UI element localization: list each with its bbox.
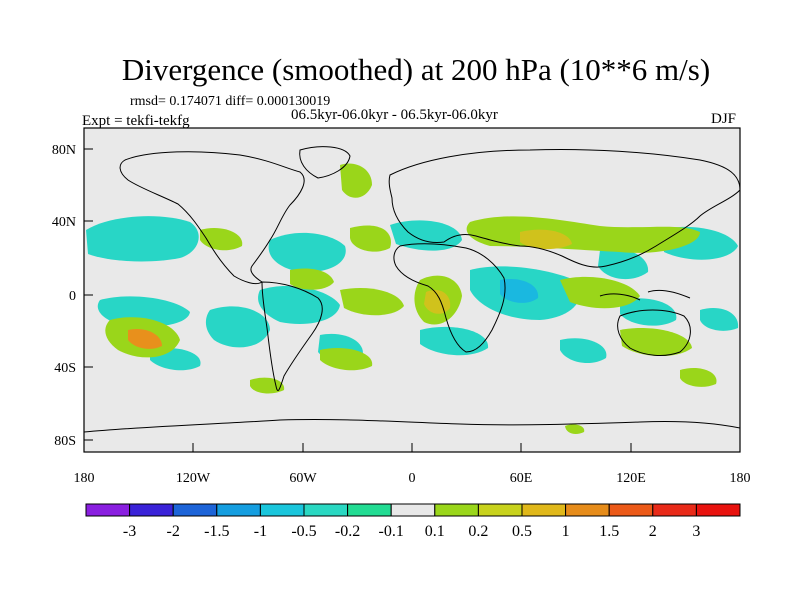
- colorbar-swatch: [85, 503, 131, 517]
- y-tick-label: 40S: [54, 361, 76, 376]
- map-background: [84, 128, 740, 452]
- colorbar-swatch: [216, 503, 261, 517]
- colorbar-swatch: [695, 503, 741, 517]
- neg-region: [700, 308, 739, 331]
- pos-region: [424, 289, 451, 314]
- x-tick-label: 0: [409, 471, 416, 486]
- neg-region: [560, 338, 607, 364]
- colorbar-label: -0.5: [291, 523, 316, 540]
- x-axis-ticks: [83, 443, 741, 452]
- colorbar-label: 3: [692, 523, 700, 540]
- season-label: DJF: [711, 111, 737, 127]
- colorbar-swatch: [390, 503, 436, 517]
- pos-region: [200, 227, 243, 251]
- colorbar-labels: -3 -2 -1.5 -1 -0.5 -0.2 -0.1 0.1 0.2 0.5 1 1.5 2 3: [123, 523, 700, 540]
- greenland-outline: [299, 146, 351, 179]
- colorbar-swatch: [608, 503, 654, 517]
- x-tick-label: 180: [74, 471, 95, 486]
- x-tick-label: 180: [730, 471, 751, 486]
- africa-outline: [393, 243, 506, 353]
- colorbar-label: 2: [649, 523, 657, 540]
- colorbar-label: -3: [123, 523, 136, 540]
- colorbar-label: -1: [254, 523, 267, 540]
- colorbar-swatch: [652, 503, 697, 517]
- pos-region: [680, 367, 717, 387]
- colorbar: [85, 503, 741, 517]
- pos-region: [250, 377, 285, 394]
- colorbar-swatch: [303, 503, 349, 517]
- y-axis-ticks: [84, 148, 93, 441]
- divergence-field: [86, 163, 739, 434]
- y-tick-label: 80N: [52, 143, 76, 158]
- neg-region: [620, 298, 677, 326]
- north-america-outline: [119, 151, 305, 285]
- y-tick-label: 0: [69, 289, 76, 304]
- colorbar-swatch: [477, 503, 523, 517]
- experiment-label: Expt = tekfi-tekfg: [82, 113, 190, 129]
- colorbar-label: 1.5: [599, 523, 619, 540]
- y-tick-label: 80S: [54, 434, 76, 449]
- colorbar-label: 0.2: [468, 523, 488, 540]
- pos-region: [128, 328, 162, 349]
- colorbar-label: -0.1: [379, 523, 404, 540]
- y-axis-labels: 80N 40N 0 40S 80S: [52, 143, 76, 449]
- coastlines: [84, 146, 740, 433]
- neg-region: [390, 220, 462, 251]
- colorbar-swatch: [565, 503, 610, 517]
- x-tick-label: 60E: [510, 471, 533, 486]
- eurasia-outline: [388, 149, 740, 268]
- neg-region: [86, 216, 199, 262]
- pos-region: [620, 328, 692, 357]
- colorbar-label: -0.2: [335, 523, 360, 540]
- south-america-outline: [261, 281, 323, 391]
- x-tick-label: 60W: [289, 471, 317, 486]
- indonesia-outline: [599, 289, 691, 301]
- colorbar-label: 0.5: [512, 523, 532, 540]
- pos-region: [565, 424, 585, 434]
- colorbar-swatch: [521, 503, 567, 517]
- colorbar-label: -1.5: [204, 523, 229, 540]
- pos-region: [350, 225, 391, 252]
- colorbar-label: 1: [562, 523, 570, 540]
- colorbar-swatch: [347, 503, 392, 517]
- neg-region: [268, 232, 346, 273]
- colorbar-swatch: [172, 503, 218, 517]
- neg-region: [205, 306, 270, 348]
- pos-region: [290, 268, 334, 290]
- neg-region: [258, 285, 340, 325]
- neg-region: [420, 326, 489, 356]
- period-label: 06.5kyr-06.0kyr - 06.5kyr-06.0kyr: [291, 107, 498, 123]
- figure-title: Divergence (smoothed) at 200 hPa (10**6 …: [121, 52, 711, 87]
- colorbar-swatch: [434, 503, 479, 517]
- colorbar-label: -2: [167, 523, 180, 540]
- pos-region: [340, 163, 372, 198]
- pos-region: [560, 276, 640, 309]
- antarctica-outline: [84, 418, 740, 433]
- x-tick-label: 120W: [176, 471, 211, 486]
- australia-outline: [617, 309, 691, 356]
- y-tick-label: 40N: [52, 215, 76, 230]
- pos-region: [340, 287, 404, 316]
- colorbar-label: 0.1: [425, 523, 445, 540]
- colorbar-swatch: [259, 503, 305, 517]
- colorbar-swatch: [129, 503, 174, 517]
- x-axis-labels: 180 120W 60W 0 60E 120E 180: [74, 471, 751, 486]
- pos-region: [520, 229, 572, 250]
- rmsd-label: rmsd= 0.174071 diff= 0.000130019: [130, 94, 331, 109]
- pos-region: [320, 347, 373, 371]
- x-tick-label: 120E: [616, 471, 646, 486]
- neg-region: [500, 278, 539, 303]
